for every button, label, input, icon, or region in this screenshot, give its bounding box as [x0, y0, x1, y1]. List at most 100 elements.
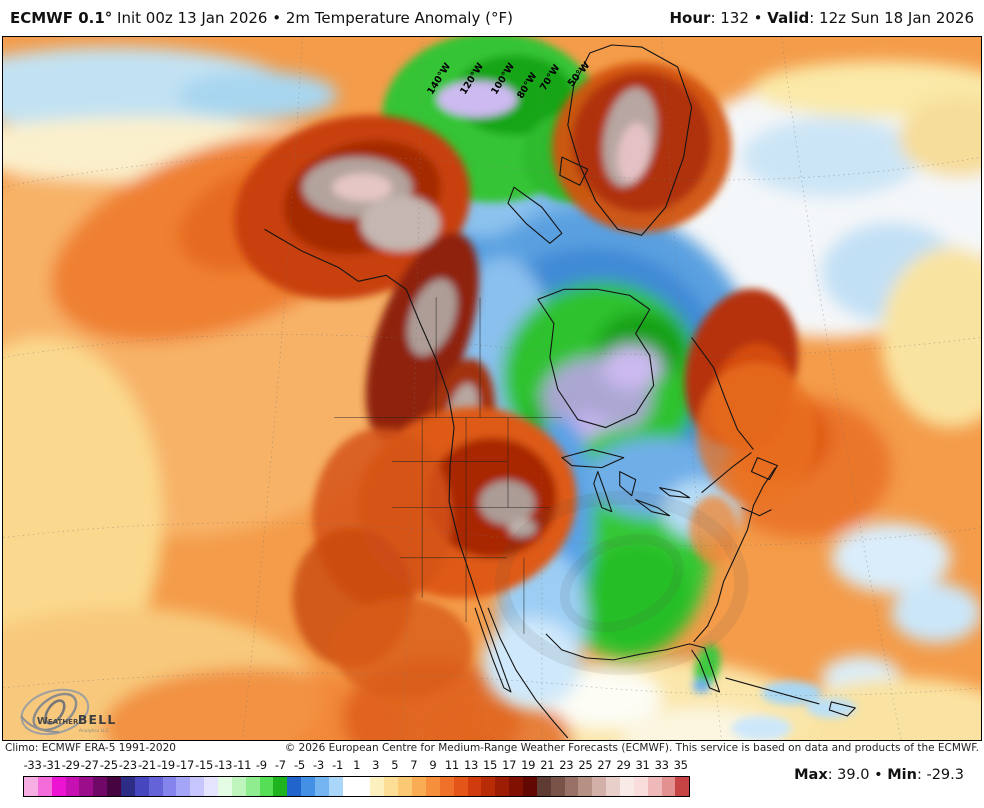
color-scale-segment: [606, 777, 620, 796]
color-scale-segment: [564, 777, 579, 796]
scale-tick-label: 19: [521, 758, 536, 772]
model-init-product: Init 00z 13 Jan 2026 • 2m Temperature An…: [112, 9, 513, 27]
scale-labels: -33 -31 -29 -27 -25 -23 -21 -19 -17 -15 -13 -11 -9 -7…: [23, 758, 690, 774]
logo-brand-prefix: Weather: [37, 716, 79, 727]
color-scale-segment: [134, 777, 149, 796]
valid-label: Valid: [767, 9, 810, 27]
color-scale-segment: [550, 777, 565, 796]
scale-tick-label: 9: [429, 758, 437, 772]
scale-tick-label: 27: [597, 758, 612, 772]
attribution-strip: Climo: ECMWF ERA-5 1991-2020 © 2026 Euro…: [0, 741, 984, 757]
color-scale-segment: [51, 777, 66, 796]
scale-tick-label: -5: [293, 758, 305, 772]
max-label: Max: [794, 767, 828, 783]
color-scale-segment: [439, 777, 454, 796]
color-scale-segment: [453, 777, 468, 796]
color-scale-segment: [536, 777, 551, 796]
color-scale-segment: [661, 777, 676, 796]
stats-separator: •: [869, 767, 888, 783]
scale-tick-label: -1: [332, 758, 343, 772]
min-label: Min: [887, 767, 917, 783]
color-scale-segment: [495, 777, 510, 796]
alaska-hot-region: [234, 114, 496, 517]
color-scale-segment: [370, 777, 385, 796]
color-scale-segment: [467, 777, 482, 796]
state-borders: [334, 297, 562, 634]
logo-tagline: Analytics LLC: [79, 728, 109, 734]
scale-tick-label: -19: [157, 758, 175, 772]
graticule: [3, 37, 981, 740]
scale-tick-label: -23: [118, 758, 137, 772]
color-scale-segment: [342, 777, 357, 796]
max-value: : 39.0: [827, 767, 870, 783]
copyright-text: © 2026 European Centre for Medium-Range …: [284, 742, 979, 754]
scale-tick-label: 15: [483, 758, 498, 772]
scale-tick-label: 31: [635, 758, 650, 772]
color-scale-segment: [107, 777, 122, 796]
valid-value: : 12z Sun 18 Jan 2026: [809, 9, 974, 27]
scale-tick-label: -7: [274, 758, 286, 772]
color-scale-segment: [412, 777, 426, 796]
scale-tick-label: 5: [391, 758, 399, 772]
scale-tick-label: 33: [654, 758, 669, 772]
hour-value: : 132: [710, 9, 749, 27]
color-scale-segment: [176, 777, 191, 796]
watermark-swirl: [494, 490, 749, 675]
color-scale-segment: [24, 777, 38, 796]
scale-tick-label: -33: [23, 758, 42, 772]
color-scale-segment: [93, 777, 108, 796]
color-scale-segment: [162, 777, 177, 796]
scale-tick-label: -25: [99, 758, 118, 772]
scale-tick-label: -11: [233, 758, 252, 772]
scale-tick-label: 3: [372, 758, 380, 772]
caribbean-cool-spots: [689, 495, 857, 740]
scale-tick-label: 23: [559, 758, 574, 772]
hour-valid: Hour: 132 • Valid: 12z Sun 18 Jan 2026: [670, 9, 975, 27]
color-scale-segment: [425, 777, 440, 796]
hour-label: Hour: [669, 9, 711, 27]
scale-tick-label: 17: [502, 758, 517, 772]
color-scale-segment: [356, 777, 371, 796]
color-scale-segment: [148, 777, 163, 796]
scale-tick-label: 29: [616, 758, 631, 772]
anomaly-map: 140°W 120°W 100°W 80°W 70°W 50°W Weather…: [2, 36, 982, 741]
header-bar: ECMWF 0.1° Init 00z 13 Jan 2026 • 2m Tem…: [0, 0, 984, 36]
coastlines: [264, 44, 856, 739]
greenland-warm-region: [551, 62, 817, 503]
color-scale-segment: [204, 777, 219, 796]
color-scale-segment: [273, 777, 288, 796]
color-scale-segment: [65, 777, 80, 796]
color-scale-segment: [245, 777, 260, 796]
scale-tick-label: -9: [255, 758, 267, 772]
scale-tick-label: -21: [137, 758, 156, 772]
color-scale-segment: [218, 777, 232, 796]
separator: •: [748, 9, 768, 27]
scale-tick-label: -17: [176, 758, 194, 772]
color-scale-segment: [121, 777, 135, 796]
scale-tick-label: 35: [673, 758, 688, 772]
color-scale-segment: [328, 777, 343, 796]
color-scale-segment: [592, 777, 607, 796]
color-scale-segment: [259, 777, 274, 796]
color-scale-segment: [287, 777, 302, 796]
scale-tick-label: -13: [214, 758, 233, 772]
scale-tick-label: -15: [195, 758, 214, 772]
color-scale-segment: [398, 777, 413, 796]
color-scale-segment: [619, 777, 634, 796]
map-title: ECMWF 0.1° Init 00z 13 Jan 2026 • 2m Tem…: [10, 9, 513, 27]
climo-text: Climo: ECMWF ERA-5 1991-2020: [5, 742, 176, 754]
max-min-readout: Max: 39.0 • Min: -29.3: [794, 767, 964, 783]
scale-tick-label: -29: [61, 758, 80, 772]
scale-tick-label: 7: [410, 758, 418, 772]
min-value: : -29.3: [916, 767, 964, 783]
scale-tick-label: 21: [540, 758, 555, 772]
color-scale-segment: [633, 777, 648, 796]
color-scale-segment: [509, 777, 523, 796]
color-scale-segment: [675, 777, 690, 796]
color-scale-segment: [578, 777, 593, 796]
weatherbell-logo: Weather BELL Analytics LLC: [20, 688, 115, 736]
scale-tick-label: 13: [463, 758, 478, 772]
color-scale-segment: [301, 777, 316, 796]
scale-tick-label: 11: [444, 758, 459, 772]
model-name: ECMWF 0.1°: [10, 9, 113, 27]
